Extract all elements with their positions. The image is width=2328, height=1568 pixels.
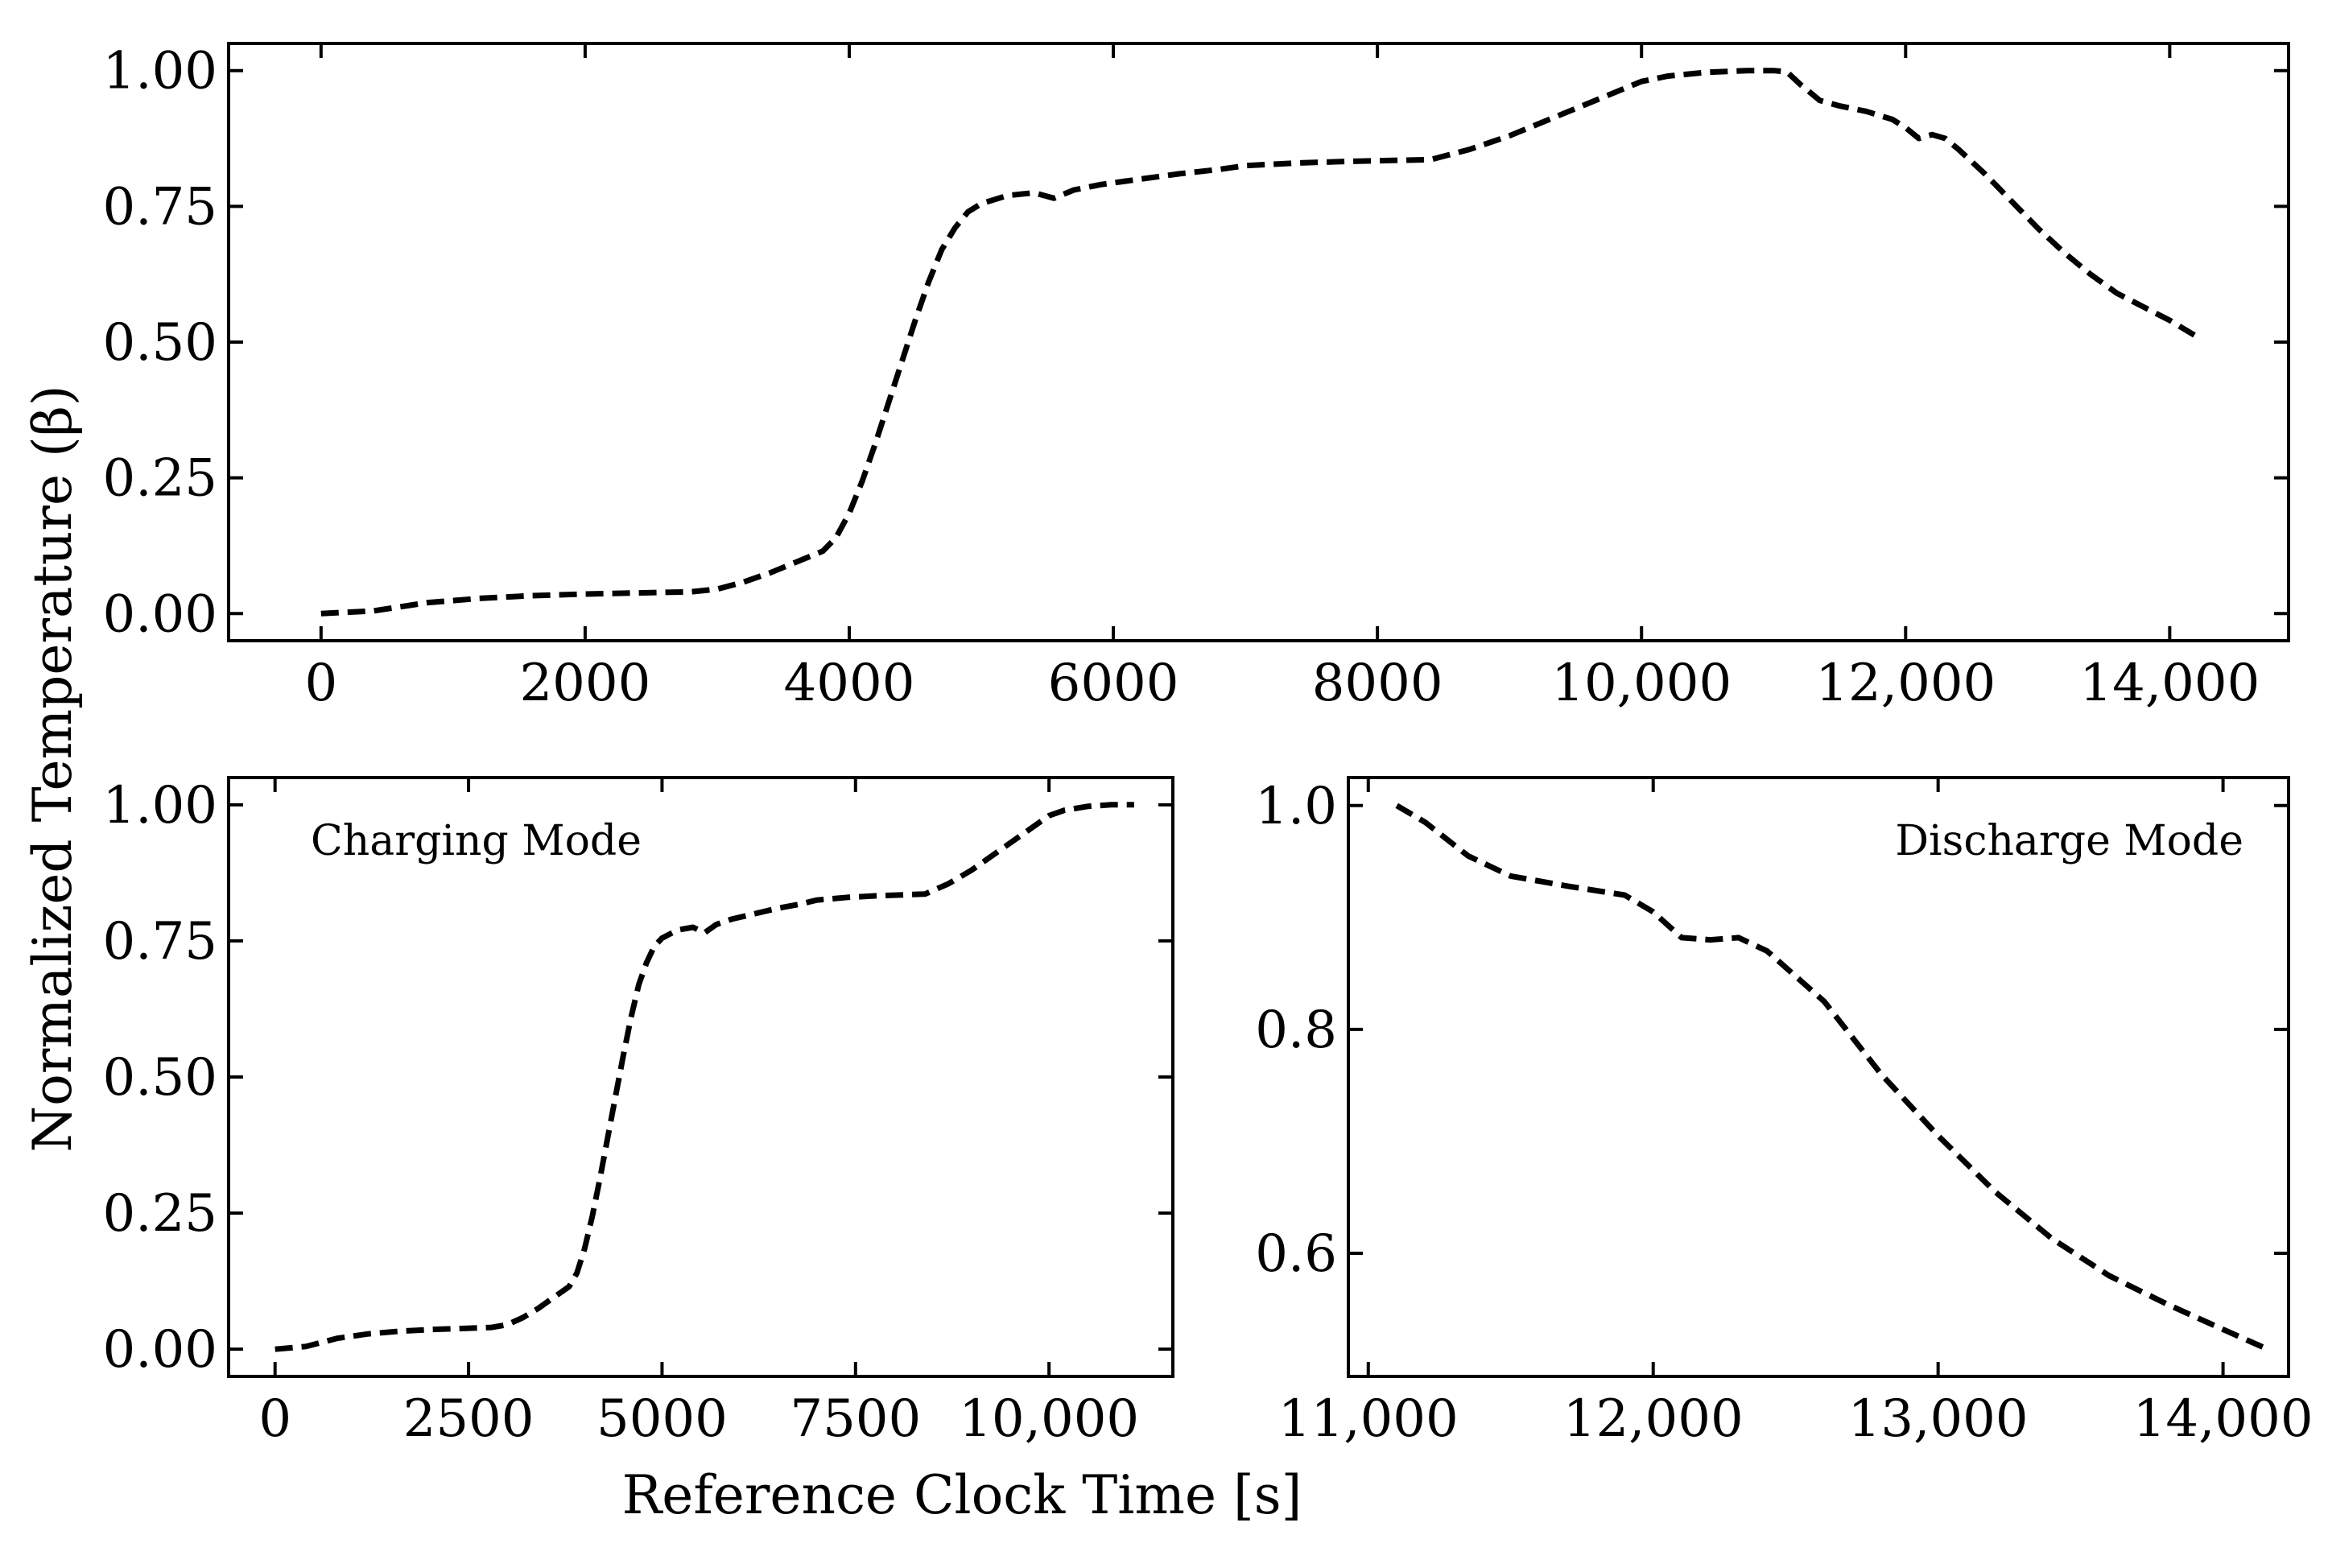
y-tick-label: 0.25 — [103, 1184, 218, 1244]
x-tick-label: 8000 — [1312, 654, 1443, 713]
x-tick-label: 10,000 — [1551, 654, 1732, 713]
panel-annotation: Charging Mode — [311, 817, 642, 865]
x-tick-label: 12,000 — [1815, 654, 1996, 713]
x-tick-label: 2500 — [403, 1389, 535, 1449]
x-tick-label: 2000 — [519, 654, 650, 713]
x-tick-label: 11,000 — [1278, 1389, 1459, 1449]
series-line — [274, 802, 1134, 1352]
y-tick-label: 1.0 — [1255, 777, 1337, 836]
x-tick-label: 7500 — [790, 1389, 921, 1449]
x-tick-label: 0 — [304, 654, 337, 713]
x-tick-label: 14,000 — [2133, 1389, 2314, 1449]
y-tick-label: 1.00 — [103, 776, 218, 836]
y-tick-label: 0.50 — [103, 1048, 218, 1108]
x-tick-label: 13,000 — [1848, 1389, 2029, 1449]
x-tick-label: 14,000 — [2079, 654, 2260, 713]
x-axis-title: Reference Clock Time [s] — [622, 1464, 1302, 1526]
x-tick-label: 0 — [258, 1389, 291, 1449]
series-line — [320, 68, 2203, 617]
y-tick-label: 0.75 — [103, 177, 218, 237]
y-tick-label: 1.00 — [103, 42, 218, 101]
panel-discharge-mode: 11,000 12,000 13,000 14,000 0.6 0.8 1.0 Dischar… — [1255, 776, 2314, 1449]
x-tick-label: 4000 — [784, 654, 915, 713]
x-tick-label: 10,000 — [959, 1389, 1139, 1449]
y-tick-label: 0.50 — [103, 313, 218, 373]
plot-frame — [1347, 776, 2290, 1378]
y-tick-label: 0.25 — [103, 449, 218, 509]
y-tick-label: 0.00 — [103, 584, 218, 644]
series-line — [1395, 803, 2268, 1351]
x-tick-label: 5000 — [596, 1389, 728, 1449]
y-tick-label: 0.75 — [103, 912, 218, 972]
y-tick-label: 0.8 — [1255, 1001, 1337, 1060]
y-tick-label: 0.6 — [1255, 1224, 1337, 1284]
y-tick-label: 0.00 — [103, 1320, 218, 1380]
panel-charging-mode: 0 2500 5000 7500 10,000 0.00 0.25 0.50 0.75 1.00 C… — [103, 776, 1174, 1449]
x-tick-label: 12,000 — [1563, 1389, 1744, 1449]
panel-full-cycle: 0 2000 4000 6000 8000 10,000 12,000 14,000 0.00 0… — [103, 42, 2290, 713]
panel-annotation: Discharge Mode — [1895, 817, 2243, 865]
x-tick-label: 6000 — [1048, 654, 1179, 713]
y-axis-title: Normalized Temperature (β) — [22, 385, 84, 1152]
